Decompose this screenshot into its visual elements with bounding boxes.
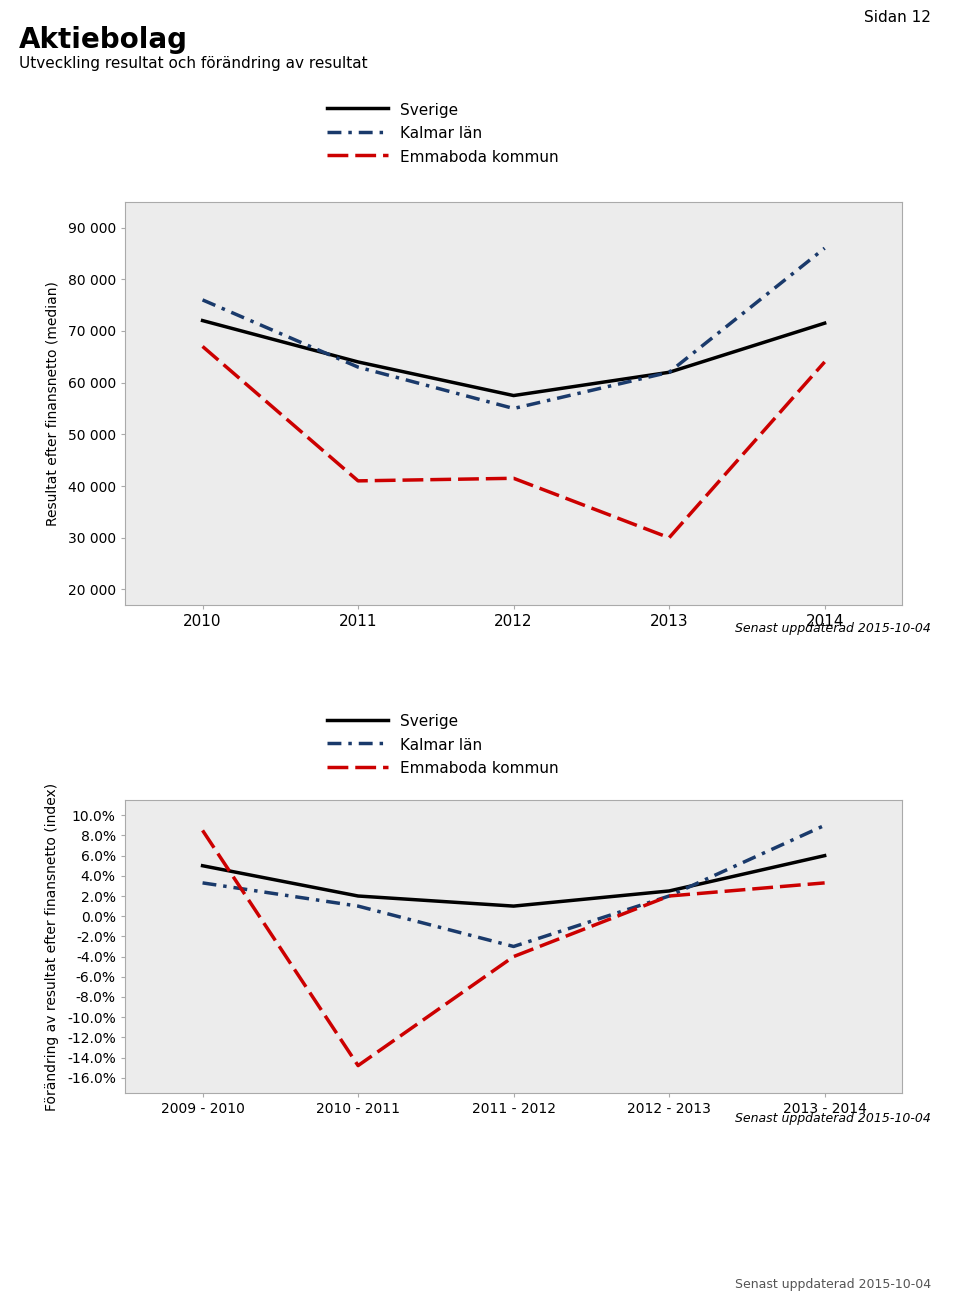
Text: Sidan 12: Sidan 12 <box>864 10 931 26</box>
Text: Senast uppdaterad 2015-10-04: Senast uppdaterad 2015-10-04 <box>735 1112 931 1125</box>
Text: Aktiebolag: Aktiebolag <box>19 26 188 55</box>
Legend: Sverige, Kalmar län, Emmaboda kommun: Sverige, Kalmar län, Emmaboda kommun <box>326 713 559 777</box>
Text: Senast uppdaterad 2015-10-04: Senast uppdaterad 2015-10-04 <box>735 622 931 635</box>
Text: Utveckling resultat och förändring av resultat: Utveckling resultat och förändring av re… <box>19 56 368 72</box>
Text: Senast uppdaterad 2015-10-04: Senast uppdaterad 2015-10-04 <box>735 1278 931 1291</box>
Legend: Sverige, Kalmar län, Emmaboda kommun: Sverige, Kalmar län, Emmaboda kommun <box>326 101 559 165</box>
Y-axis label: Förändring av resultat efter finansnetto (index): Förändring av resultat efter finansnetto… <box>44 782 59 1111</box>
Y-axis label: Resultat efter finansnetto (median): Resultat efter finansnetto (median) <box>45 281 60 526</box>
